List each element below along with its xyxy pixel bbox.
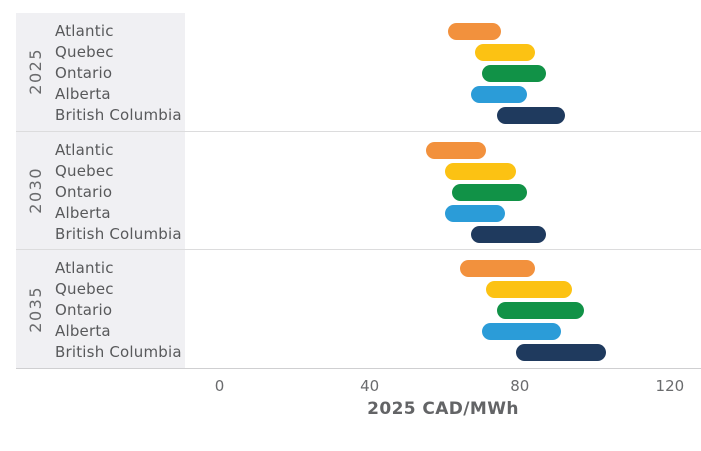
region-label-alberta: Alberta [55, 322, 111, 341]
year-label-panel [16, 13, 185, 368]
bar-row-ontario [185, 182, 701, 203]
range-bar-quebec-2025 [474, 44, 535, 61]
bar-row-british-columbia [185, 342, 701, 363]
region-label-ontario: Ontario [55, 64, 113, 82]
bar-row-atlantic [185, 140, 701, 161]
bar-row-ontario [185, 63, 701, 84]
bar-row-alberta [185, 203, 701, 224]
region-label-ontario: Ontario [55, 301, 113, 320]
region-label-ontario: Ontario [55, 182, 113, 201]
range-bar-british-columbia-2030 [470, 225, 546, 243]
region-labels-2035: Atlantic Quebec Ontario Alberta British Colu… [55, 250, 185, 368]
bar-row-alberta [185, 84, 701, 105]
region-labels-2030: Atlantic Quebec Ontario Alberta British Colu… [55, 132, 185, 250]
region-labels-2025: Atlantic Quebec Ontario Alberta British Colu… [55, 13, 185, 131]
chart-groups: 2025 Atlantic Quebec Ontario Alberta British … [16, 13, 701, 368]
plot-area-2030 [185, 132, 701, 250]
bar-row-british-columbia [185, 224, 701, 245]
bar-row-british-columbia [185, 105, 701, 126]
range-bar-atlantic-2025 [448, 23, 501, 40]
region-label-alberta: Alberta [55, 85, 111, 103]
region-label-atlantic: Atlantic [55, 259, 114, 278]
year-cell-2030: 2030 [16, 132, 55, 250]
bar-row-quebec [185, 42, 701, 63]
bar-row-ontario [185, 300, 701, 321]
region-label-quebec: Quebec [55, 280, 114, 299]
x-axis-title: 2025 CAD/MWh [367, 399, 519, 419]
range-bar-quebec-2030 [444, 162, 516, 180]
range-bar-atlantic-2030 [425, 141, 486, 159]
range-bar-quebec-2035 [485, 281, 573, 299]
year-label-2030: 2030 [26, 167, 45, 214]
x-axis: 0 40 80 120 2025 CAD/MWh [16, 368, 701, 419]
region-label-atlantic: Atlantic [55, 140, 114, 159]
range-bar-alberta-2030 [444, 204, 505, 222]
range-bar-ontario-2025 [482, 65, 546, 82]
bar-row-atlantic [185, 21, 701, 42]
year-group-2035: 2035 Atlantic Quebec Ontario Alberta British … [16, 249, 701, 368]
x-tick-120: 120 [655, 377, 685, 395]
x-tick-0: 0 [214, 377, 225, 395]
year-cell-2035: 2035 [16, 250, 55, 368]
region-label-quebec: Quebec [55, 161, 114, 180]
region-label-british-columbia: British Columbia [55, 224, 182, 243]
year-group-2025: 2025 Atlantic Quebec Ontario Alberta British … [16, 13, 701, 131]
plot-area-2035 [185, 250, 701, 368]
range-bar-british-columbia-2025 [497, 107, 565, 124]
x-tick-80: 80 [510, 377, 530, 395]
plot-area-2025 [185, 13, 701, 131]
region-label-british-columbia: British Columbia [55, 343, 182, 362]
bar-row-alberta [185, 321, 701, 342]
x-axis-ticks: 0 40 80 120 [185, 369, 701, 397]
range-bar-british-columbia-2035 [515, 344, 607, 362]
bar-row-quebec [185, 161, 701, 182]
region-label-british-columbia: British Columbia [55, 106, 182, 124]
range-bar-ontario-2030 [452, 183, 528, 201]
region-label-atlantic: Atlantic [55, 22, 114, 40]
range-bar-alberta-2025 [470, 86, 528, 103]
range-bar-ontario-2035 [497, 302, 584, 320]
x-tick-40: 40 [360, 377, 380, 395]
region-label-alberta: Alberta [55, 203, 111, 222]
year-cell-2025: 2025 [16, 13, 55, 131]
region-label-quebec: Quebec [55, 43, 114, 61]
year-label-2025: 2025 [26, 48, 45, 96]
year-group-2030: 2030 Atlantic Quebec Ontario Alberta British … [16, 130, 701, 250]
bar-row-atlantic [185, 258, 701, 279]
bar-row-quebec [185, 279, 701, 300]
range-bar-alberta-2035 [482, 323, 561, 341]
range-bar-atlantic-2035 [459, 260, 535, 278]
year-label-2035: 2035 [26, 285, 45, 333]
